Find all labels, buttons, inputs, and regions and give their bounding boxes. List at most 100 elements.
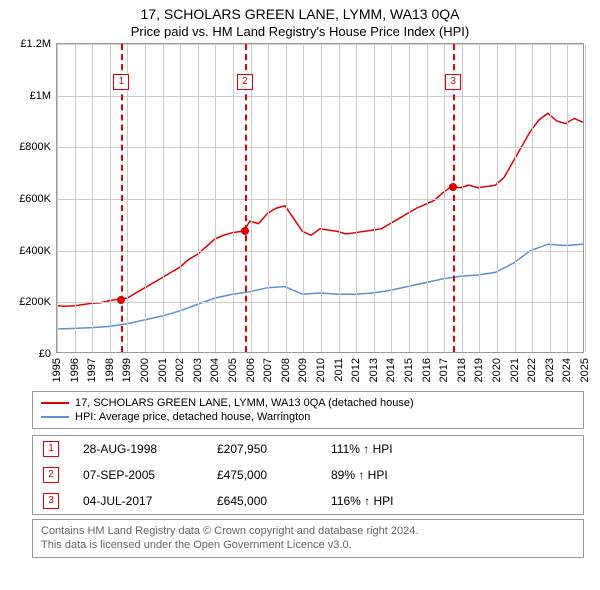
x-axis-tick-label: 2015 <box>403 358 415 382</box>
chart-subtitle: Price paid vs. HM Land Registry's House … <box>0 22 600 43</box>
x-axis-tick-label: 2021 <box>509 358 521 382</box>
gridline-vertical <box>585 44 586 352</box>
x-axis-tick-label: 1997 <box>86 358 98 382</box>
legend-label: 17, SCHOLARS GREEN LANE, LYMM, WA13 0QA … <box>75 397 414 409</box>
x-axis-tick-label: 2004 <box>209 358 221 382</box>
gridline-vertical <box>321 44 322 352</box>
x-axis-tick-label: 2019 <box>473 358 485 382</box>
sale-point <box>117 296 125 304</box>
legend-item: 17, SCHOLARS GREEN LANE, LYMM, WA13 0QA … <box>41 396 575 410</box>
y-axis-tick-label: £800K <box>19 141 51 153</box>
gridline-vertical <box>286 44 287 352</box>
gridline-vertical <box>75 44 76 352</box>
x-axis-tick-label: 1996 <box>69 358 81 382</box>
x-axis-tick-label: 2003 <box>192 358 204 382</box>
gridline-vertical <box>57 44 58 352</box>
gridline-vertical <box>550 44 551 352</box>
chart-lines-svg <box>57 44 583 352</box>
sale-index-badge: 1 <box>43 441 59 457</box>
y-axis-tick-label: £0 <box>39 348 51 360</box>
gridline-horizontal <box>57 251 583 252</box>
sale-hpi-relative: 116% ↑ HPI <box>331 494 573 508</box>
sale-marker-badge: 1 <box>113 74 129 90</box>
x-axis-tick-label: 1998 <box>104 358 116 382</box>
sales-table-row: 1 28-AUG-1998 £207,950 111% ↑ HPI <box>33 436 583 462</box>
x-axis-tick-label: 2013 <box>368 358 380 382</box>
gridline-vertical <box>374 44 375 352</box>
x-axis-tick-label: 2023 <box>544 358 556 382</box>
gridline-vertical <box>163 44 164 352</box>
x-axis-tick-label: 2009 <box>297 358 309 382</box>
x-axis-tick-label: 2010 <box>315 358 327 382</box>
sale-price: £645,000 <box>217 494 307 508</box>
gridline-vertical <box>427 44 428 352</box>
gridline-vertical <box>233 44 234 352</box>
legend-item: HPI: Average price, detached house, Warr… <box>41 410 575 424</box>
gridline-vertical <box>251 44 252 352</box>
x-axis-tick-label: 1995 <box>51 358 63 382</box>
sale-marker-badge: 3 <box>445 74 461 90</box>
gridline-vertical <box>356 44 357 352</box>
y-axis-tick-label: £200K <box>19 296 51 308</box>
sales-table-row: 3 04-JUL-2017 £645,000 116% ↑ HPI <box>33 488 583 514</box>
y-axis-tick-label: £400K <box>19 245 51 257</box>
x-axis-tick-label: 2025 <box>579 358 591 382</box>
sale-price: £207,950 <box>217 442 307 456</box>
gridline-vertical <box>92 44 93 352</box>
chart-legend: 17, SCHOLARS GREEN LANE, LYMM, WA13 0QA … <box>32 391 584 429</box>
chart-plot-area: £0£200K£400K£600K£800K£1M£1.2M1995199619… <box>56 43 584 353</box>
x-axis-tick-label: 2005 <box>227 358 239 382</box>
chart-container: 17, SCHOLARS GREEN LANE, LYMM, WA13 0QA … <box>0 0 600 590</box>
x-axis-tick-label: 2018 <box>456 358 468 382</box>
x-axis-tick-label: 2006 <box>245 358 257 382</box>
sale-index-badge: 3 <box>43 493 59 509</box>
gridline-vertical <box>515 44 516 352</box>
sale-date: 28-AUG-1998 <box>83 442 193 456</box>
sale-price: £475,000 <box>217 468 307 482</box>
footnote-box: Contains HM Land Registry data © Crown c… <box>32 519 584 558</box>
gridline-horizontal <box>57 147 583 148</box>
sale-date: 07-SEP-2005 <box>83 468 193 482</box>
gridline-vertical <box>303 44 304 352</box>
gridline-vertical <box>127 44 128 352</box>
gridline-vertical <box>444 44 445 352</box>
x-axis-tick-label: 2022 <box>526 358 538 382</box>
sale-index-badge: 2 <box>43 467 59 483</box>
gridline-vertical <box>110 44 111 352</box>
sale-point <box>241 227 249 235</box>
sale-hpi-relative: 89% ↑ HPI <box>331 468 573 482</box>
gridline-vertical <box>532 44 533 352</box>
sale-marker-badge: 2 <box>237 74 253 90</box>
x-axis-tick-label: 2014 <box>385 358 397 382</box>
x-axis-tick-label: 2017 <box>438 358 450 382</box>
gridline-vertical <box>462 44 463 352</box>
x-axis-tick-label: 2007 <box>262 358 274 382</box>
gridline-vertical <box>180 44 181 352</box>
gridline-vertical <box>339 44 340 352</box>
y-axis-tick-label: £1.2M <box>20 38 51 50</box>
x-axis-tick-label: 2011 <box>333 358 345 382</box>
gridline-horizontal <box>57 44 583 45</box>
sale-hpi-relative: 111% ↑ HPI <box>331 442 573 456</box>
legend-label: HPI: Average price, detached house, Warr… <box>75 411 310 423</box>
chart-title: 17, SCHOLARS GREEN LANE, LYMM, WA13 0QA <box>0 0 600 22</box>
legend-swatch <box>41 402 69 404</box>
footnote-line: This data is licensed under the Open Gov… <box>41 538 575 552</box>
y-axis-tick-label: £600K <box>19 193 51 205</box>
x-axis-tick-label: 2002 <box>174 358 186 382</box>
x-axis-tick-label: 2020 <box>491 358 503 382</box>
x-axis-tick-label: 2012 <box>350 358 362 382</box>
gridline-vertical <box>268 44 269 352</box>
gridline-vertical <box>391 44 392 352</box>
gridline-horizontal <box>57 199 583 200</box>
gridline-horizontal <box>57 96 583 97</box>
sales-table: 1 28-AUG-1998 £207,950 111% ↑ HPI 2 07-SEP-20… <box>32 435 584 515</box>
footnote-line: Contains HM Land Registry data © Crown c… <box>41 524 575 538</box>
sale-date: 04-JUL-2017 <box>83 494 193 508</box>
sale-point <box>449 183 457 191</box>
gridline-vertical <box>198 44 199 352</box>
sales-table-row: 2 07-SEP-2005 £475,000 89% ↑ HPI <box>33 462 583 488</box>
gridline-vertical <box>145 44 146 352</box>
gridline-vertical <box>497 44 498 352</box>
x-axis-tick-label: 2024 <box>561 358 573 382</box>
